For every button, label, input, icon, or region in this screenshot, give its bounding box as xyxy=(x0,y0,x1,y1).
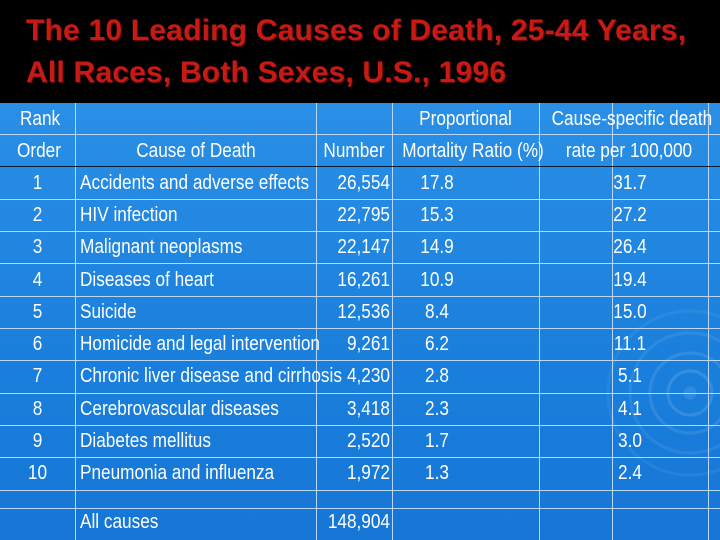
rank-cell: 9 xyxy=(32,430,43,452)
cause-cell: Homicide and legal intervention xyxy=(80,333,320,355)
pmr-cell: 1.3 xyxy=(425,462,449,484)
pmr-cell: 2.3 xyxy=(425,398,449,420)
pmr-cell: 15.3 xyxy=(420,204,454,226)
cause-cell: Diseases of heart xyxy=(80,269,214,291)
rank-cell: 1 xyxy=(32,172,43,194)
number-cell: 4,230 xyxy=(346,365,390,387)
rate-cell: 27.2 xyxy=(613,204,647,226)
number-cell: 9,261 xyxy=(346,333,390,355)
pmr-cell: 14.9 xyxy=(420,236,454,258)
header-number: Number xyxy=(323,140,385,162)
header-pmr-line1: Proportional xyxy=(419,108,512,130)
number-cell: 22,795 xyxy=(337,204,390,226)
pmr-cell: 6.2 xyxy=(425,333,449,355)
header-pmr-line2: Mortality Ratio (%) xyxy=(402,140,544,162)
rank-cell: 8 xyxy=(32,398,43,420)
rate-cell: 4.1 xyxy=(618,398,642,420)
pmr-cell: 10.9 xyxy=(420,269,454,291)
rate-cell: 2.4 xyxy=(618,462,642,484)
slide-title: The 10 Leading Causes of Death, 25-44 Ye… xyxy=(26,14,687,89)
rate-cell: 3.0 xyxy=(618,430,642,452)
rank-cell: 3 xyxy=(32,236,43,258)
rank-cell: 2 xyxy=(32,204,43,226)
number-cell: 12,536 xyxy=(337,301,390,323)
cause-cell: Diabetes mellitus xyxy=(80,430,211,452)
total-number-cell: 148,904 xyxy=(327,511,390,533)
number-cell: 16,261 xyxy=(337,269,390,291)
header-cause: Cause of Death xyxy=(136,140,256,162)
number-cell: 26,554 xyxy=(337,172,390,194)
total-cause-cell: All causes xyxy=(80,511,159,533)
cause-cell: Accidents and adverse effects xyxy=(80,172,310,194)
rank-cell: 5 xyxy=(32,301,43,323)
rate-cell: 5.1 xyxy=(618,365,642,387)
pmr-cell: 8.4 xyxy=(425,301,449,323)
cause-cell: Chronic liver disease and cirrhosis xyxy=(80,365,342,387)
cause-cell: Pneumonia and influenza xyxy=(80,462,275,484)
pmr-cell: 2.8 xyxy=(425,365,449,387)
pmr-cell: 17.8 xyxy=(420,172,454,194)
rate-cell: 19.4 xyxy=(613,269,647,291)
header-rate-line1: Cause-specific death xyxy=(551,108,713,130)
rate-cell: 26.4 xyxy=(613,236,647,258)
rate-cell: 11.1 xyxy=(613,333,647,355)
number-cell: 2,520 xyxy=(346,430,390,452)
number-cell: 3,418 xyxy=(346,398,390,420)
header-rank: Rank xyxy=(20,108,61,130)
cause-cell: Suicide xyxy=(80,301,137,323)
header-rate-line2: rate per 100,000 xyxy=(565,140,693,162)
number-cell: 22,147 xyxy=(337,236,390,258)
rank-cell: 10 xyxy=(27,462,48,484)
title-bar: The 10 Leading Causes of Death, 25-44 Ye… xyxy=(0,0,720,104)
rank-cell: 4 xyxy=(32,269,43,291)
rank-cell: 6 xyxy=(32,333,43,355)
number-cell: 1,972 xyxy=(346,462,390,484)
slide-background xyxy=(0,103,720,540)
cause-cell: HIV infection xyxy=(80,204,178,226)
cause-cell: Cerebrovascular diseases xyxy=(80,398,279,420)
header-order: Order xyxy=(17,140,61,162)
rate-cell: 15.0 xyxy=(613,301,647,323)
cause-cell: Malignant neoplasms xyxy=(80,236,243,258)
pmr-cell: 1.7 xyxy=(425,430,449,452)
rank-cell: 7 xyxy=(32,365,43,387)
rate-cell: 31.7 xyxy=(613,172,647,194)
